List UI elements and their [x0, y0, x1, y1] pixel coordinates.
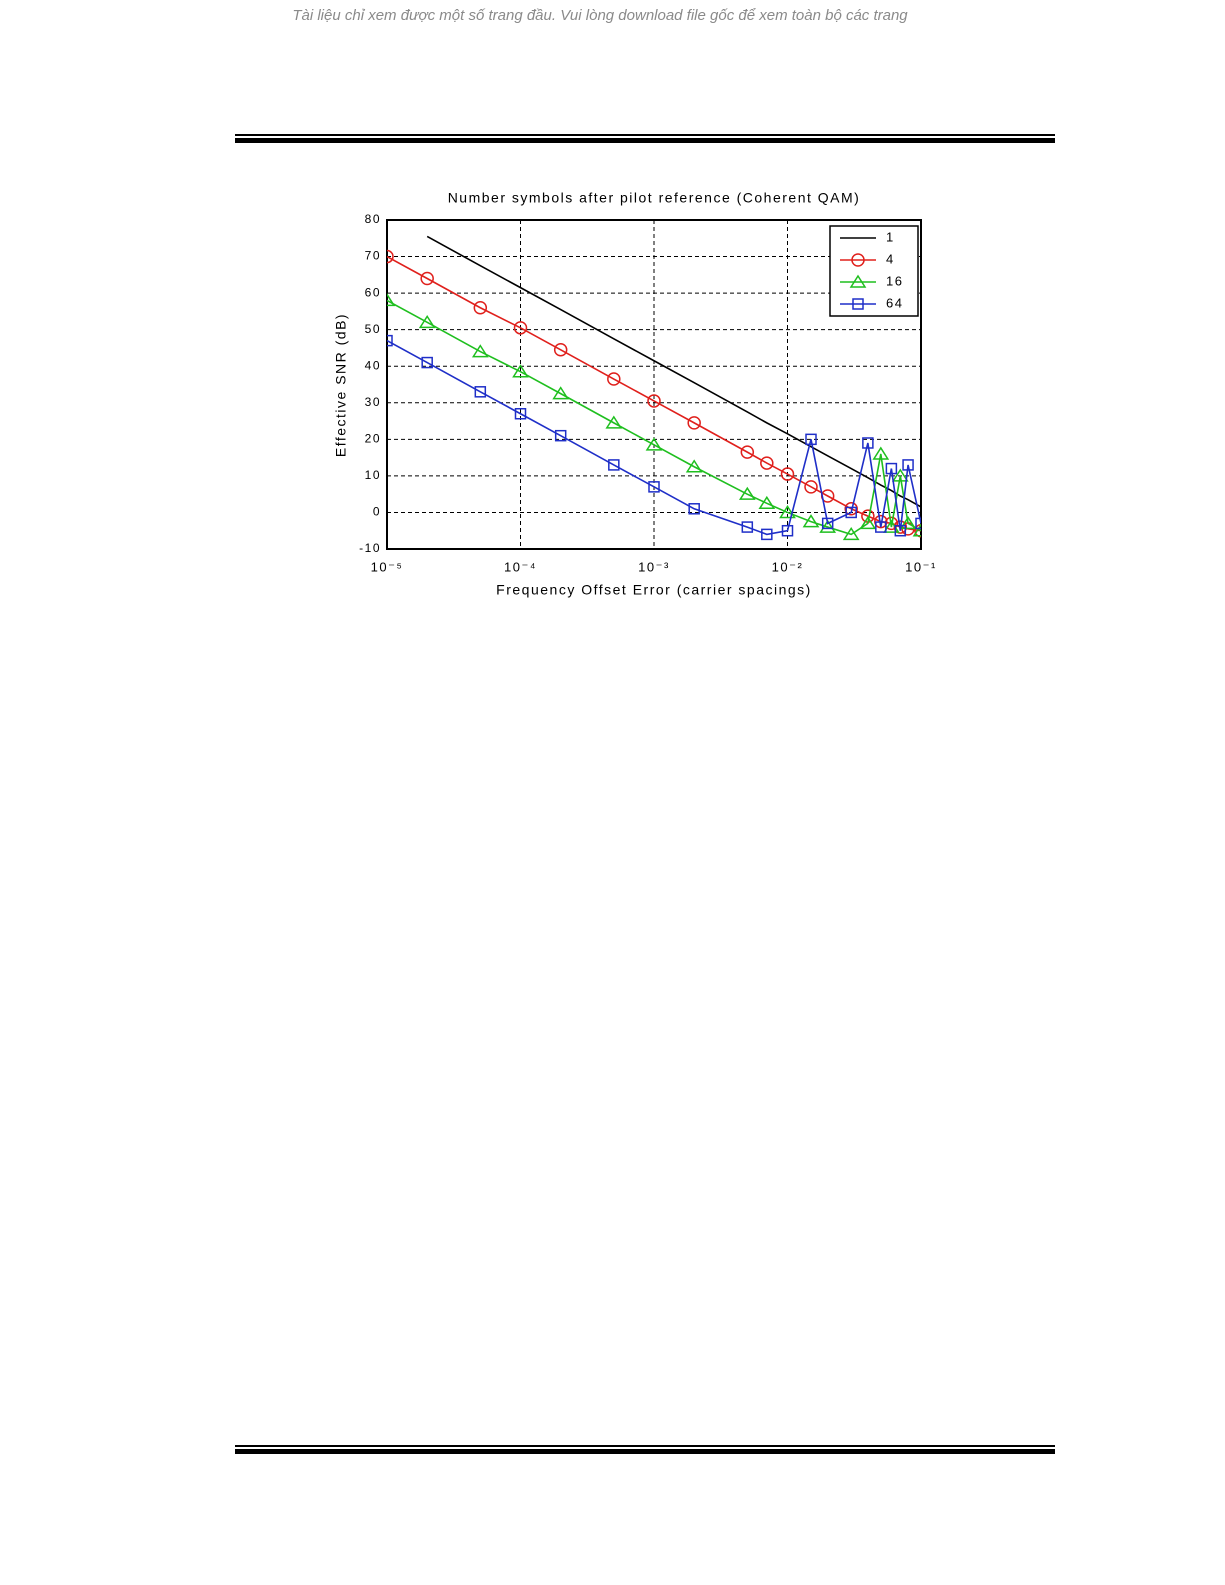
y-tick-label: -10 — [359, 541, 381, 555]
marker — [607, 372, 621, 386]
y-tick-label: 10 — [365, 468, 381, 482]
x-tick-label: 10⁻³ — [638, 559, 670, 574]
marker — [852, 298, 864, 310]
marker — [779, 505, 796, 519]
marker — [899, 516, 917, 530]
marker — [645, 437, 663, 451]
marker — [915, 517, 921, 530]
top-rule — [235, 134, 1055, 143]
marker — [912, 523, 921, 537]
marker — [514, 407, 527, 420]
marker — [740, 445, 755, 459]
marker — [761, 528, 773, 541]
marker — [387, 334, 393, 347]
y-tick-label: 50 — [365, 322, 381, 336]
marker — [387, 249, 394, 264]
marker — [688, 503, 700, 515]
marker — [741, 521, 754, 533]
marker — [513, 321, 528, 335]
marker — [780, 467, 795, 481]
x-axis-label: Frequency Offset Error (carrier spacings… — [496, 582, 812, 598]
marker — [421, 356, 433, 369]
series-line — [426, 235, 921, 508]
x-tick-label: 10⁻² — [772, 559, 804, 574]
marker — [687, 416, 701, 430]
marker — [781, 524, 794, 537]
marker — [512, 364, 529, 378]
marker — [862, 437, 874, 449]
marker — [474, 386, 487, 398]
marker — [872, 446, 890, 460]
marker — [874, 514, 888, 529]
y-tick-label: 30 — [365, 395, 381, 409]
marker — [685, 459, 703, 473]
marker — [894, 524, 907, 537]
x-tick-label: 10⁻¹ — [905, 559, 937, 574]
marker — [819, 519, 837, 533]
marker — [553, 343, 568, 357]
y-tick-label: 0 — [373, 505, 381, 519]
legend-label: 64 — [886, 295, 903, 310]
y-tick-label: 20 — [365, 432, 381, 446]
marker — [471, 344, 489, 358]
y-tick-label: 80 — [365, 212, 381, 226]
marker — [648, 481, 660, 493]
legend-label: 16 — [886, 273, 903, 288]
marker — [552, 386, 570, 400]
marker — [418, 314, 436, 329]
marker — [875, 521, 887, 533]
marker — [844, 502, 858, 516]
marker — [760, 456, 774, 470]
marker — [849, 274, 867, 288]
chart-title: Number symbols after pilot reference (Co… — [448, 190, 861, 206]
marker — [608, 459, 620, 471]
series-line — [387, 339, 921, 536]
bottom-rule — [235, 1445, 1055, 1454]
notice: Tài liệu chỉ xem được một số trang đầu. … — [292, 7, 908, 24]
marker — [387, 293, 396, 307]
marker — [885, 462, 898, 475]
x-tick-label: 10⁻⁵ — [371, 559, 404, 574]
legend-box — [829, 225, 919, 317]
marker — [605, 415, 623, 429]
marker — [842, 526, 860, 541]
y-tick-label: 40 — [365, 358, 381, 372]
marker — [859, 516, 877, 530]
marker — [804, 480, 818, 494]
marker — [473, 300, 488, 315]
marker — [845, 506, 857, 519]
marker — [821, 517, 834, 530]
marker — [758, 495, 776, 510]
y-tick-label: 60 — [365, 285, 381, 299]
marker — [420, 271, 434, 286]
legend-label: 4 — [886, 251, 895, 266]
y-axis-label: Effective SNR (dB) — [333, 313, 349, 457]
marker — [802, 514, 820, 528]
marker — [891, 468, 909, 482]
marker — [805, 433, 817, 446]
marker — [851, 253, 865, 267]
marker — [738, 486, 756, 500]
plot-area — [387, 235, 921, 541]
x-tick-label: 10⁻⁴ — [504, 559, 537, 574]
y-tick-label: 70 — [365, 249, 381, 263]
marker — [554, 429, 567, 442]
marker — [647, 394, 661, 408]
legend-label: 1 — [886, 229, 895, 244]
marker — [914, 523, 921, 538]
chart: Number symbols after pilot reference (Co… — [333, 190, 937, 598]
marker — [902, 459, 914, 471]
